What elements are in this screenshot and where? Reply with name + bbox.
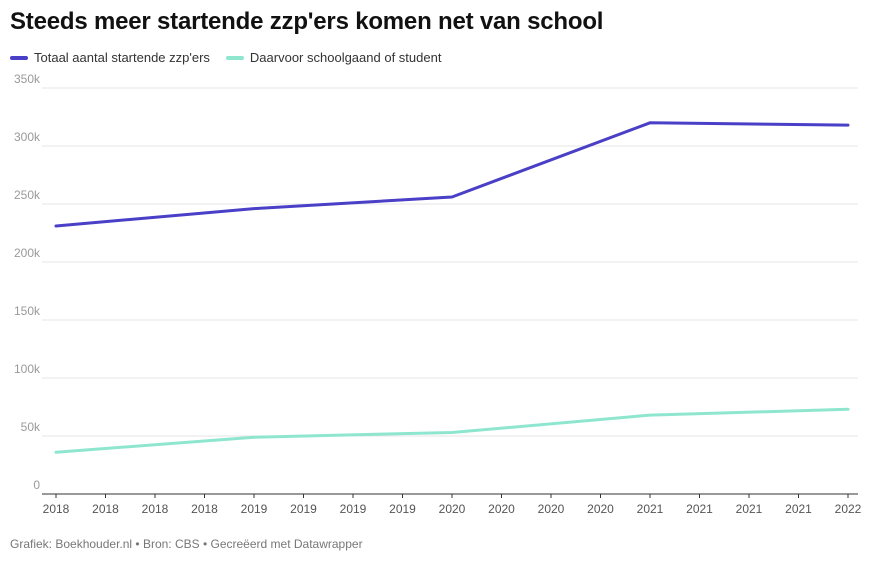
x-tick-label: 2021 (637, 502, 664, 516)
x-tick-label: 2020 (538, 502, 565, 516)
legend-item-totaal: Totaal aantal startende zzp'ers (10, 50, 210, 65)
x-tick-label: 2020 (439, 502, 466, 516)
y-tick-label: 50k (21, 420, 41, 434)
chart-title: Steeds meer startende zzp'ers komen net … (10, 8, 604, 35)
x-tick-label: 2022 (835, 502, 862, 516)
y-tick-label: 100k (14, 362, 41, 376)
x-tick-label: 2018 (142, 502, 169, 516)
y-tick-label: 350k (14, 72, 41, 86)
x-tick-label: 2020 (488, 502, 515, 516)
x-tick-label: 2021 (686, 502, 713, 516)
x-tick-label: 2019 (340, 502, 367, 516)
x-tick-label: 2018 (43, 502, 70, 516)
x-tick-label: 2019 (389, 502, 416, 516)
y-tick-label: 150k (14, 304, 41, 318)
chart-footer: Grafiek: Boekhouder.nl • Bron: CBS • Gec… (10, 537, 363, 551)
series-line-0 (54, 121, 850, 228)
legend-swatch-totaal (10, 55, 28, 60)
y-tick-label: 300k (14, 130, 41, 144)
series-line-1 (54, 407, 850, 454)
x-tick-label: 2021 (736, 502, 763, 516)
y-tick-label: 0 (33, 478, 40, 492)
x-tick-label: 2018 (92, 502, 119, 516)
y-tick-label: 200k (14, 246, 41, 260)
legend-label-school: Daarvoor schoolgaand of student (249, 50, 442, 65)
x-tick-label: 2020 (587, 502, 614, 516)
legend-swatch-school (225, 55, 244, 60)
x-tick-label: 2021 (785, 502, 812, 516)
x-tick-label: 2019 (241, 502, 268, 516)
chart-legend: Totaal aantal startende zzp'ers Daarvoor… (10, 50, 441, 65)
y-tick-label: 250k (14, 188, 41, 202)
x-tick-label: 2019 (290, 502, 317, 516)
legend-item-school: Daarvoor schoolgaand of student (225, 50, 442, 65)
legend-label-totaal: Totaal aantal startende zzp'ers (34, 50, 210, 65)
x-tick-label: 2018 (191, 502, 218, 516)
